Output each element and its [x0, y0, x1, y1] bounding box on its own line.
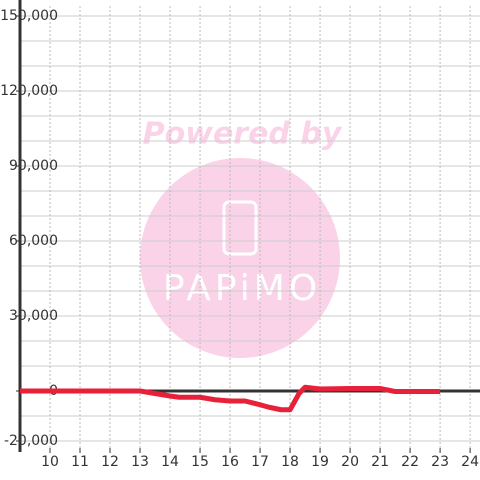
x-tick-label: 14: [161, 454, 179, 470]
x-tick-label: 13: [131, 454, 149, 470]
data-line: [20, 384, 441, 413]
x-tick-label: 23: [431, 454, 449, 470]
x-tick-label: 20: [341, 454, 359, 470]
x-tick-label: 11: [71, 454, 89, 470]
x-tick-label: 12: [101, 454, 119, 470]
x-tick-label: 16: [221, 454, 239, 470]
x-tick-label: 24: [461, 454, 479, 470]
x-tick-label: 21: [371, 454, 389, 470]
x-tick-label: 10: [41, 454, 59, 470]
x-tick-label: 19: [311, 454, 329, 470]
x-tick-label: 18: [281, 454, 299, 470]
watermark-brand: PAPiMO: [163, 268, 321, 309]
y-tick-label: 90,000: [9, 158, 58, 174]
y-tick-label: -20,000: [4, 433, 58, 449]
x-tick-label: 22: [401, 454, 419, 470]
y-tick-label: 120,000: [0, 83, 58, 99]
watermark-title: Powered by: [143, 117, 343, 152]
y-tick-label: 150,000: [0, 8, 58, 24]
watermark-icon: [222, 200, 258, 256]
x-tick-label: 17: [251, 454, 269, 470]
x-tick-label: 15: [191, 454, 209, 470]
y-tick-label: 60,000: [9, 233, 58, 249]
y-tick-label: 30,000: [9, 308, 58, 324]
